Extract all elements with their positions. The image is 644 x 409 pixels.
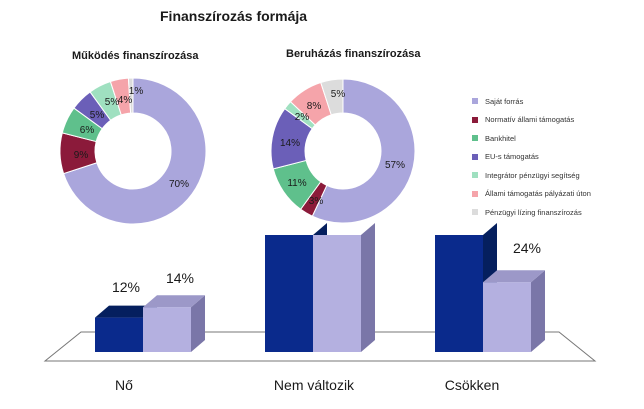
- bar-dark-top: [95, 305, 157, 318]
- donut-right-title: Beruházás finanszírozása: [286, 48, 421, 60]
- donut-left-value-label: 9%: [74, 150, 89, 161]
- legend-swatch: [472, 190, 478, 197]
- donut-right-value-label: 3%: [309, 196, 324, 207]
- legend-label: EU-s támogatás: [485, 152, 539, 162]
- bar-light-side: [191, 295, 205, 352]
- x-tick-label: Csökken: [445, 377, 499, 393]
- donut-left-slice: [62, 77, 207, 225]
- bar-value-label: 12%: [112, 279, 140, 295]
- legend-swatch: [472, 209, 478, 216]
- legend-label: Pénzügyi lízing finanszírozás: [485, 207, 582, 217]
- legend-item: Normatív állami támogatás: [472, 111, 591, 130]
- bar-light-side: [361, 223, 375, 352]
- donut-right-slice: [320, 78, 344, 116]
- bar-light-side: [531, 270, 545, 352]
- legend-swatch: [472, 135, 478, 142]
- x-tick-label: Nem változik: [274, 377, 355, 393]
- x-tick-label: Nő: [115, 377, 133, 393]
- legend: Saját forrás Normatív állami támogatás B…: [472, 92, 591, 222]
- donut-right-value-label: 8%: [307, 101, 322, 112]
- legend-swatch: [472, 172, 478, 179]
- legend-item: EU-s támogatás: [472, 148, 591, 167]
- donut-right-value-label: 11%: [287, 178, 306, 189]
- bar-light-top: [143, 295, 205, 308]
- donut-right-slice: [311, 78, 416, 224]
- donut-left-value-label: 1%: [129, 86, 144, 97]
- donut-right-value-label: 2%: [295, 112, 310, 123]
- bar-light-top: [483, 270, 545, 283]
- legend-item: Bankhitel: [472, 129, 591, 148]
- donut-right-value-label: 57%: [385, 160, 405, 171]
- bar-light: [483, 282, 531, 352]
- legend-label: Állami támogatás pályázati úton: [485, 189, 591, 199]
- bar-dark: [265, 235, 313, 352]
- bar-dark: [435, 235, 483, 352]
- legend-swatch: [472, 116, 478, 123]
- bar-light: [313, 235, 361, 352]
- chart-title: Finanszírozás formája: [160, 8, 308, 24]
- donut-left-value-label: 6%: [80, 125, 95, 136]
- legend-label: Integrátor pénzügyi segítség: [485, 170, 580, 180]
- donut-left-title: Működés finanszírozása: [72, 50, 199, 62]
- donut-left-slice: [127, 77, 134, 114]
- legend-item: Pénzügyi lízing finanszírozás: [472, 203, 591, 222]
- bar-value-label: 14%: [166, 270, 194, 286]
- legend-item: Integrátor pénzügyi segítség: [472, 166, 591, 185]
- legend-label: Saját forrás: [485, 96, 524, 106]
- legend-swatch: [472, 153, 478, 160]
- donut-right-value-label: 5%: [331, 89, 346, 100]
- legend-label: Bankhitel: [485, 133, 516, 143]
- donut-left-value-label: 5%: [90, 110, 105, 121]
- bar-light: [143, 307, 191, 352]
- donut-right-value-label: 14%: [280, 138, 300, 149]
- bar-dark: [95, 317, 143, 352]
- donut-left-value-label: 70%: [169, 179, 189, 190]
- donut-left-value-label: 5%: [105, 97, 120, 108]
- bar-value-label: 24%: [513, 240, 541, 256]
- donut-left-value-label: 4%: [118, 95, 133, 106]
- legend-swatch: [472, 98, 478, 105]
- legend-label: Normatív állami támogatás: [485, 115, 575, 125]
- legend-item: Állami támogatás pályázati úton: [472, 185, 591, 204]
- legend-item: Saját forrás: [472, 92, 591, 111]
